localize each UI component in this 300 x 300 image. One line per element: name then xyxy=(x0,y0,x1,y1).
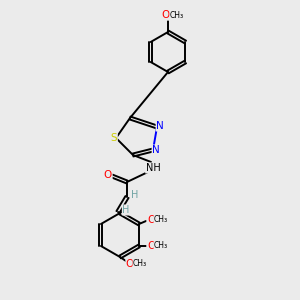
Text: CH₃: CH₃ xyxy=(154,215,168,224)
Text: CH₃: CH₃ xyxy=(133,260,147,268)
Text: O: O xyxy=(147,241,155,251)
Text: H: H xyxy=(122,205,130,215)
Text: CH₃: CH₃ xyxy=(154,242,168,250)
Text: O: O xyxy=(147,215,155,225)
Text: O: O xyxy=(161,10,169,20)
Text: N: N xyxy=(152,145,160,155)
Text: S: S xyxy=(111,133,117,143)
Text: O: O xyxy=(104,170,112,180)
Text: CH₃: CH₃ xyxy=(170,11,184,20)
Text: N: N xyxy=(156,121,164,131)
Text: NH: NH xyxy=(146,163,160,173)
Text: H: H xyxy=(131,190,139,200)
Text: O: O xyxy=(126,259,134,269)
